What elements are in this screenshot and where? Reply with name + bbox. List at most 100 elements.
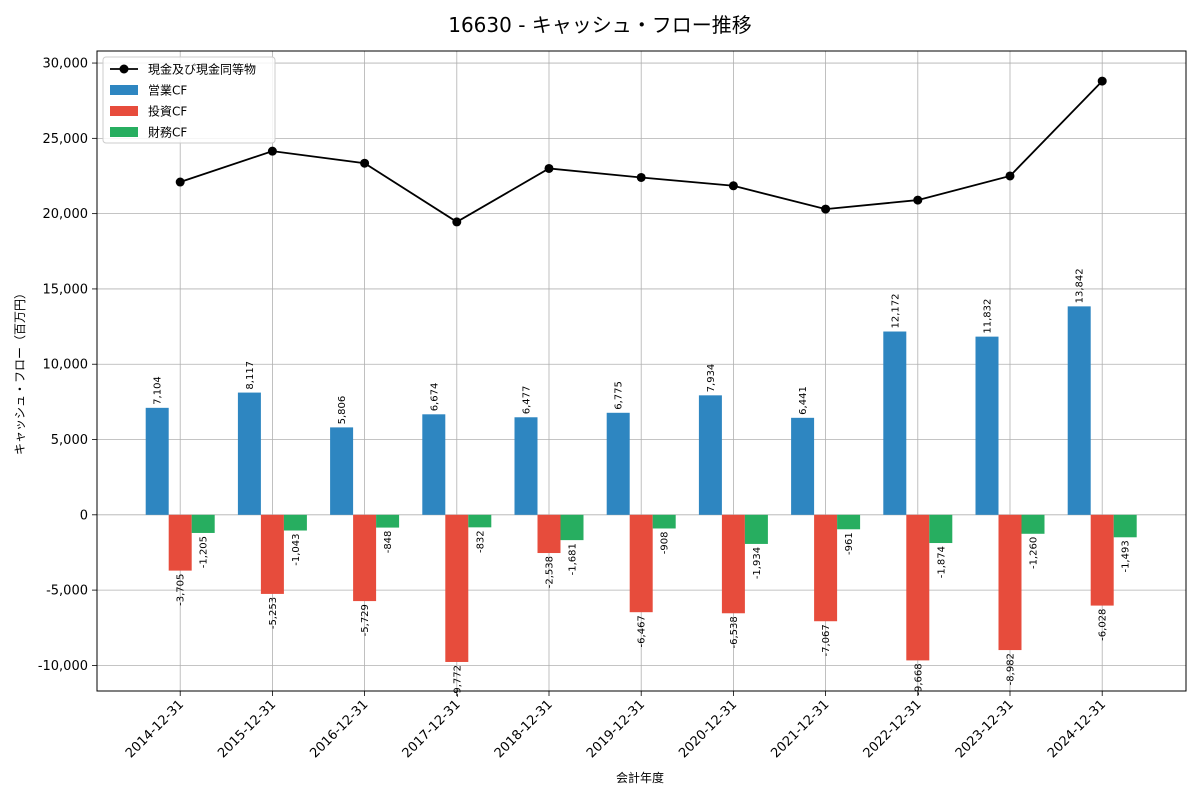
bar-財務CF — [468, 514, 492, 528]
y-tick-label: -10,000 — [38, 659, 88, 674]
x-tick-label: 2015-12-31 — [215, 697, 279, 761]
bar-営業CF — [791, 417, 815, 515]
y-tick-label: 30,000 — [43, 57, 89, 72]
bar-財務CF — [929, 514, 953, 544]
bar-財務CF — [837, 514, 861, 530]
bar-投資CF — [906, 514, 930, 661]
cash-line-point — [728, 181, 738, 191]
cash-line-series — [175, 76, 1107, 227]
bar-投資CF — [537, 514, 561, 554]
bar-label: -7,067 — [821, 624, 832, 656]
bar-財務CF — [560, 514, 584, 541]
bar-label: -8,982 — [1006, 653, 1017, 685]
bar-label: -1,493 — [1121, 540, 1132, 572]
bar-営業CF — [237, 392, 261, 515]
bar-営業CF — [330, 427, 354, 515]
cash-line-point — [175, 177, 185, 187]
bar-label: -6,028 — [1098, 609, 1109, 641]
bar-財務CF — [191, 514, 215, 533]
bar-財務CF — [376, 514, 400, 528]
bar-label: -848 — [383, 531, 394, 554]
cash-line-point — [1097, 76, 1107, 86]
bar-投資CF — [998, 514, 1022, 651]
legend-label: 投資CF — [148, 104, 187, 119]
bar-label: 13,842 — [1075, 268, 1086, 303]
bar-営業CF — [514, 417, 538, 515]
legend-label: 現金及び現金同等物 — [148, 62, 256, 77]
bar-labels: 7,104 8,117 5,806 6,674 6,477 6,775 7,934 6,441… — [153, 268, 1132, 697]
y-axis-label: キャッシュ・フロー（百万円） — [13, 287, 27, 455]
bar-label: 7,934 — [706, 364, 717, 393]
bar-label: 6,477 — [522, 386, 533, 415]
x-axis-label: 会計年度 — [616, 770, 664, 785]
legend-label: 営業CF — [148, 84, 187, 98]
bar-投資CF — [353, 514, 377, 602]
bar-label: 6,674 — [429, 383, 440, 412]
cash-line-point — [913, 195, 923, 205]
y-tick-label: 25,000 — [43, 132, 89, 147]
bar-label: -1,043 — [291, 534, 302, 566]
bar-財務CF — [1113, 514, 1137, 538]
bar-営業CF — [883, 331, 907, 515]
y-tick-label: 15,000 — [43, 282, 89, 297]
x-tick-label: 2018-12-31 — [492, 697, 556, 761]
bar-投資CF — [260, 514, 284, 594]
bar-label: 6,441 — [798, 386, 809, 415]
bar-投資CF — [629, 514, 653, 613]
bar-label: -832 — [475, 530, 486, 553]
y-tick-label: 0 — [80, 508, 88, 523]
legend-bar-swatch — [110, 85, 138, 95]
cash-line-point — [636, 172, 646, 182]
bar-label: -9,668 — [913, 663, 924, 695]
x-tick-label: 2019-12-31 — [584, 697, 648, 761]
bar-営業CF — [606, 412, 630, 515]
legend-marker — [119, 64, 129, 74]
bar-投資CF — [814, 514, 838, 622]
y-tick-label: 20,000 — [43, 207, 89, 222]
bar-営業CF — [145, 407, 169, 515]
bar-label: -2,538 — [545, 556, 556, 588]
cash-line-point — [452, 217, 462, 227]
bar-投資CF — [721, 514, 745, 614]
bar-label: -1,205 — [199, 536, 210, 568]
bar-投資CF — [168, 514, 192, 571]
bar-label: 12,172 — [890, 294, 901, 329]
bar-投資CF — [1090, 514, 1114, 606]
bar-label: 11,832 — [983, 299, 994, 334]
x-tick-label: 2020-12-31 — [676, 697, 740, 761]
legend-bar-swatch — [110, 127, 138, 137]
bar-label: -5,729 — [360, 604, 371, 636]
bar-label: -1,681 — [568, 543, 579, 575]
bar-label: -1,874 — [936, 546, 947, 578]
chart-title: 16630 - キャッシュ・フロー推移 — [448, 13, 752, 37]
x-tick-label: 2022-12-31 — [861, 697, 925, 761]
legend-box — [102, 56, 276, 144]
x-tick-label: 2017-12-31 — [400, 697, 464, 761]
bar-財務CF — [744, 514, 768, 544]
bar-営業CF — [422, 414, 446, 515]
x-tick-label: 2014-12-31 — [123, 697, 187, 761]
x-tick-label: 2016-12-31 — [307, 697, 371, 761]
y-tick-label: 5,000 — [51, 433, 88, 448]
plot-frame — [96, 50, 1187, 692]
bar-label: -6,538 — [729, 616, 740, 648]
bar-label: 5,806 — [337, 396, 348, 425]
x-tick-label: 2024-12-31 — [1045, 697, 1109, 761]
bar-label: 6,775 — [614, 381, 625, 410]
bar-label: -5,253 — [268, 597, 279, 629]
bar-投資CF — [445, 514, 469, 662]
bar-label: 8,117 — [245, 361, 256, 390]
bar-財務CF — [652, 514, 676, 529]
x-tick-label: 2023-12-31 — [953, 697, 1017, 761]
bar-label: 7,104 — [153, 376, 164, 405]
grid-lines — [97, 51, 1186, 691]
cash-line-point — [360, 158, 370, 168]
bar-label: -9,772 — [452, 665, 463, 697]
y-tick-label: 10,000 — [43, 358, 89, 373]
bar-label: -961 — [844, 532, 855, 555]
bar-label: -908 — [660, 531, 671, 554]
legend-bar-swatch — [110, 106, 138, 116]
cash-line-point — [821, 204, 831, 214]
